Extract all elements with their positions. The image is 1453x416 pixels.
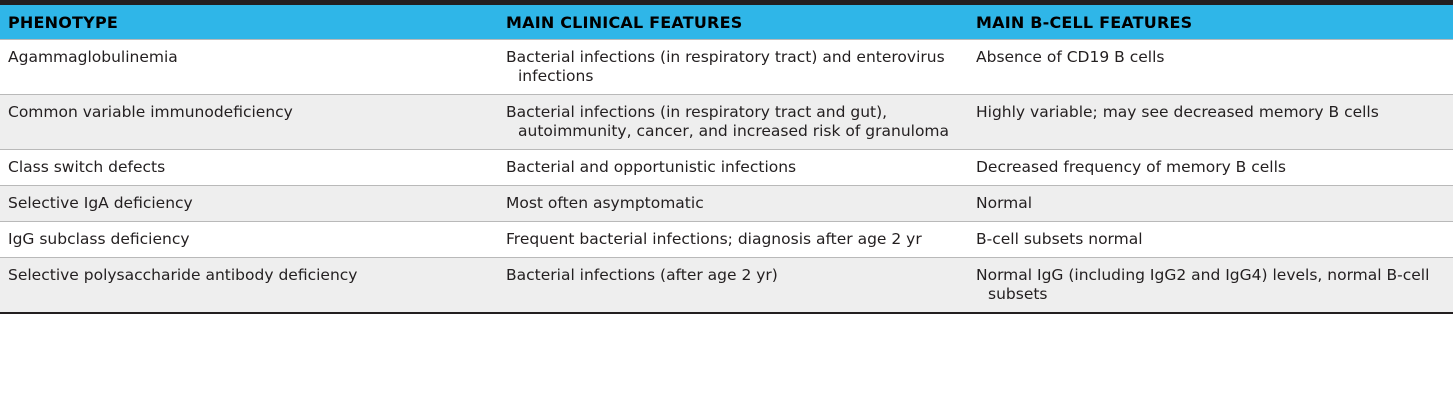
clinical-cell: Frequent bacterial infections; diagnosis…: [498, 221, 968, 258]
b-cell-cell: Highly variable; may see decreased memor…: [968, 94, 1453, 150]
cell-text: Selective polysaccharide antibody defici…: [8, 266, 358, 284]
top-rule: [0, 0, 1453, 5]
cell-text: Agammaglobulinemia: [8, 48, 178, 66]
b-cell-cell: Normal IgG (including IgG2 and IgG4) lev…: [968, 257, 1453, 314]
clinical-cell: Bacterial infections (in respiratory tra…: [498, 94, 968, 150]
phenotype-cell: Selective IgA deficiency: [0, 185, 498, 222]
table-row: Selective polysaccharide antibody defici…: [0, 257, 1453, 314]
cell-text: Bacterial infections (in respiratory tra…: [506, 48, 945, 85]
cell-text: Selective IgA deficiency: [8, 194, 193, 212]
b-cell-cell: Absence of CD19 B cells: [968, 39, 1453, 95]
header-phenotype: PHENOTYPE: [0, 5, 498, 40]
header-b-cell-features: MAIN B-CELL FEATURES: [968, 5, 1453, 40]
cell-text: Common variable immunodeficiency: [8, 103, 293, 121]
phenotype-cell: Agammaglobulinemia: [0, 39, 498, 95]
cell-text: Normal: [976, 194, 1033, 212]
clinical-cell: Bacterial infections (in respiratory tra…: [498, 39, 968, 95]
cell-text: Decreased frequency of memory B cells: [976, 158, 1286, 176]
phenotype-cell: Class switch defects: [0, 149, 498, 186]
cell-text: Normal IgG (including IgG2 and IgG4) lev…: [976, 266, 1430, 303]
cell-text: Most often asymptomatic: [506, 194, 704, 212]
cell-text: Frequent bacterial infections; diagnosis…: [506, 230, 922, 248]
cell-text: Class switch defects: [8, 158, 166, 176]
clinical-cell: Bacterial infections (after age 2 yr): [498, 257, 968, 314]
table-row: Common variable immunodeficiency Bacteri…: [0, 94, 1453, 150]
cell-text: Highly variable; may see decreased memor…: [976, 103, 1379, 121]
cell-text: IgG subclass deficiency: [8, 230, 190, 248]
header-row: PHENOTYPE MAIN CLINICAL FEATURES MAIN B-…: [0, 5, 1453, 40]
table-row: Selective IgA deficiency Most often asym…: [0, 185, 1453, 222]
clinical-cell: Bacterial and opportunistic infections: [498, 149, 968, 186]
table-row: Class switch defects Bacterial and oppor…: [0, 149, 1453, 186]
cell-text: Bacterial and opportunistic infections: [506, 158, 797, 176]
table-row: Agammaglobulinemia Bacterial infections …: [0, 39, 1453, 95]
b-cell-cell: B-cell subsets normal: [968, 221, 1453, 258]
cell-text: Bacterial infections (in respiratory tra…: [506, 103, 950, 140]
clinical-cell: Most often asymptomatic: [498, 185, 968, 222]
phenotype-cell: IgG subclass deficiency: [0, 221, 498, 258]
b-cell-cell: Normal: [968, 185, 1453, 222]
cell-text: B-cell subsets normal: [976, 230, 1143, 248]
cell-text: Bacterial infections (after age 2 yr): [506, 266, 778, 284]
phenotype-cell: Common variable immunodeficiency: [0, 94, 498, 150]
phenotype-table: PHENOTYPE MAIN CLINICAL FEATURES MAIN B-…: [0, 5, 1453, 314]
phenotype-cell: Selective polysaccharide antibody defici…: [0, 257, 498, 314]
header-clinical-features: MAIN CLINICAL FEATURES: [498, 5, 968, 40]
table-row: IgG subclass deficiency Frequent bacteri…: [0, 221, 1453, 258]
b-cell-cell: Decreased frequency of memory B cells: [968, 149, 1453, 186]
cell-text: Absence of CD19 B cells: [976, 48, 1165, 66]
